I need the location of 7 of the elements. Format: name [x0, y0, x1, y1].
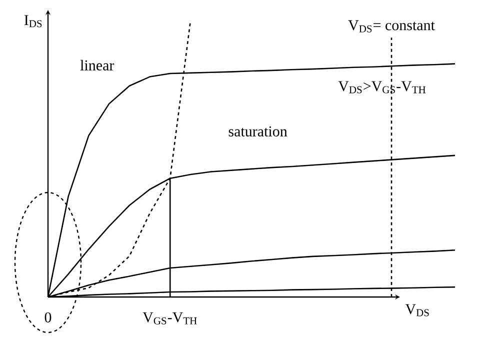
- x-tick-label: V$_{GS}$-V$_{TH}$: [142, 312, 197, 324]
- annotation: saturation: [228, 126, 288, 136]
- x-tick-label: 0: [44, 312, 52, 322]
- x-axis-title: V$_{DS}$: [405, 304, 429, 316]
- annotation: linear: [80, 60, 114, 70]
- annotation: V$_{DS}$= constant: [348, 20, 435, 32]
- y-axis-title: I$_{DS}$: [24, 15, 42, 28]
